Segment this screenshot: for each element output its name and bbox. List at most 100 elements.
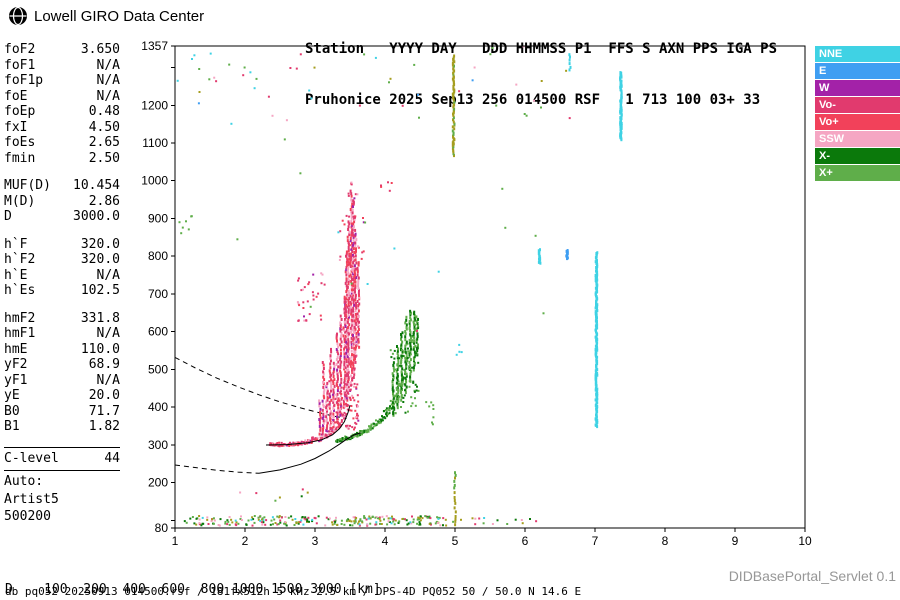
param-row-ye: yE 20.0 (4, 388, 120, 404)
param-value: 44 (104, 450, 120, 466)
giro-globe-icon (9, 6, 27, 26)
param-value: N/A (96, 267, 120, 283)
ionogram-plot: 1 2 3 4 5 6 7 8 9 10 1357 1200 1100 1000 900 800 700 600 5… (130, 36, 820, 551)
param-value: 20.0 (88, 388, 120, 403)
param-name: h`E (4, 267, 28, 283)
param-row-hf: h`F 320.0 (4, 237, 120, 253)
param-row-hme: hmE 110.0 (4, 342, 120, 358)
x-tick-label: 6 (522, 534, 529, 548)
param-name: foF1p (4, 73, 44, 88)
y-tick-label: 900 (148, 211, 168, 225)
param-value: 2.65 (88, 135, 120, 150)
param-row-fof1: foF1 N/A (4, 58, 120, 74)
param-name: fxI (4, 119, 28, 135)
param-row-b1: B1 1.82 (4, 419, 120, 435)
station-header: Station YYYY DAY DDD HHMMSS P1 FFS S AXN… (305, 7, 777, 143)
param-value: 320.0 (80, 252, 120, 267)
axes-layer: 1 2 3 4 5 6 7 8 9 10 1357 1200 1100 1000 900 800 700 600 5… (141, 39, 812, 548)
x-tick-label: 7 (592, 534, 599, 548)
param-row-hmf1: hmF1 N/A (4, 326, 120, 342)
param-row-hmf2: hmF2 331.8 (4, 311, 120, 327)
param-row-md: M(D) 2.86 (4, 194, 120, 210)
overlay-curves-dashed (174, 356, 347, 474)
divider (4, 470, 120, 471)
param-row-fxi: fxI 4.50 (4, 120, 120, 136)
station-header-columns: Station YYYY DAY DDD HHMMSS P1 FFS S AXN… (305, 41, 778, 57)
transmission-curve (174, 356, 347, 419)
param-value: N/A (96, 88, 120, 104)
fitted-o-trace (265, 405, 351, 446)
y-tick-label: 500 (148, 362, 168, 376)
param-name: yF2 (4, 357, 28, 372)
param-value: 2.86 (88, 193, 120, 209)
param-group: hmF2 331.8 hmF1 N/A hmE 110.0 yF2 68.9 yF1 N/A yE 2… (4, 311, 120, 435)
param-name: B1 (4, 419, 20, 434)
param-name: h`F2 (4, 252, 36, 267)
param-value: 110.0 (80, 341, 120, 357)
param-value: N/A (96, 73, 120, 88)
status-line: db pq052 20250913 014500.rsf / 181fx512h… (5, 585, 582, 598)
y-tick-label: 800 (148, 249, 168, 263)
servlet-version-label: DIDBasePortal_Servlet 0.1 (728, 568, 896, 584)
param-name: foEs (4, 135, 36, 150)
param-value: 1.82 (88, 419, 120, 434)
param-value: 2.50 (88, 150, 120, 166)
param-value: 0.48 (88, 104, 120, 119)
y-tick-label: 1000 (141, 174, 168, 188)
y-tick-label: 300 (148, 438, 168, 452)
legend-item-ssw: SSW (815, 131, 900, 147)
y-tick-label: 700 (148, 287, 168, 301)
param-row-fof2: foF2 3.650 (4, 42, 120, 58)
x-tick-label: 4 (382, 534, 389, 548)
profile-model-dashed (174, 464, 260, 474)
param-row-foep: foEp 0.48 (4, 104, 120, 120)
ionogram-svg: 1 2 3 4 5 6 7 8 9 10 1357 1200 1100 1000 900 800 700 600 5… (141, 39, 812, 548)
x-tick-label: 9 (732, 534, 739, 548)
param-value: 102.5 (80, 283, 120, 298)
param-group: foF2 3.650 foF1 N/A foF1p N/A foE N/A foEp 0.48 fx… (4, 42, 120, 166)
param-name: C-level (4, 450, 59, 466)
param-name: foEp (4, 104, 36, 119)
echo-points-layer (176, 45, 623, 527)
param-group: MUF(D) 10.454 M(D) 2.86 D 3000.0 (4, 178, 120, 225)
legend-item-vo+: Vo+ (815, 114, 900, 130)
legend-item-e: E (815, 63, 900, 79)
param-name: B0 (4, 403, 20, 419)
param-value: N/A (96, 57, 120, 73)
param-row-hes: h`Es 102.5 (4, 283, 120, 299)
param-name: h`Es (4, 283, 36, 298)
legend-item-w: W (815, 80, 900, 96)
parameter-panel: foF2 3.650 foF1 N/A foF1p N/A foE N/A foEp 0.48 fx… (4, 42, 120, 525)
echo-direction-legend: NNE E W Vo- Vo+ SSW X- X+ (815, 46, 900, 182)
x-tick-label: 3 (312, 534, 319, 548)
param-value: 4.50 (88, 119, 120, 135)
y-tick-label: 400 (148, 400, 168, 414)
legend-item-x+: X+ (815, 165, 900, 181)
param-row-fmin: fmin 2.50 (4, 151, 120, 167)
param-value: 71.7 (88, 403, 120, 419)
param-row-foes: foEs 2.65 (4, 135, 120, 151)
param-row-yf2: yF2 68.9 (4, 357, 120, 373)
param-row-fof1p: foF1p N/A (4, 73, 120, 89)
param-name: hmE (4, 341, 28, 357)
autoscaling-line-0: Artist5 (4, 491, 59, 507)
param-name: D (4, 209, 12, 224)
autoscaling-label: Auto: (4, 474, 44, 489)
param-name: foF1 (4, 57, 36, 73)
param-value: N/A (96, 372, 120, 388)
x-tick-label: 5 (452, 534, 459, 548)
param-name: yE (4, 388, 20, 403)
param-group: h`F 320.0 h`F2 320.0 h`E N/A h`Es 102.5 (4, 237, 120, 299)
legend-item-vo-: Vo- (815, 97, 900, 113)
legend-item-nne: NNE (815, 46, 900, 62)
giro-logo-text: Lowell GIRO Data Center (34, 7, 205, 25)
y-tick-label: 80 (155, 521, 169, 535)
x-tick-label: 10 (798, 534, 812, 548)
y-tick-label: 1200 (141, 98, 168, 112)
param-row-yf1: yF1 N/A (4, 373, 120, 389)
param-name: yF1 (4, 372, 28, 388)
param-row-d: D 3000.0 (4, 209, 120, 225)
true-height-profile (258, 432, 361, 474)
param-row-clevel: C-level 44 (4, 451, 120, 467)
distance-row: D 100 200 400 600 800 1000 1500 3000 [km… (5, 582, 381, 597)
